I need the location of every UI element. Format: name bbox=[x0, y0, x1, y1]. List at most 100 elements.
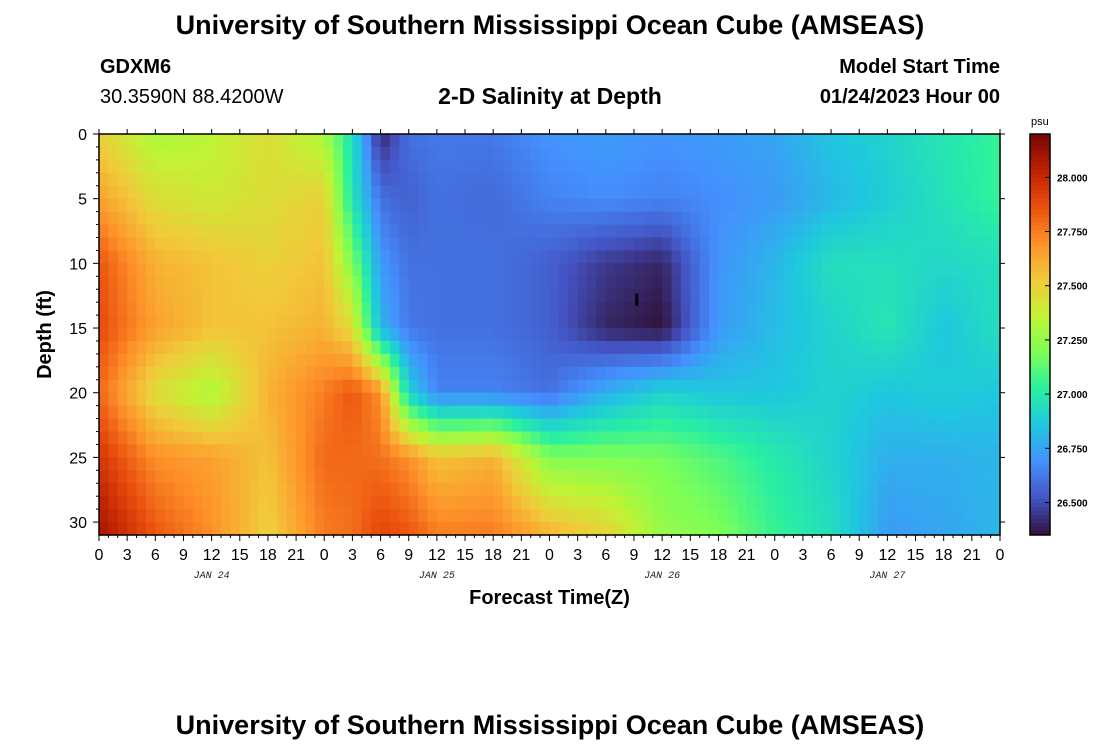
heatmap-cell bbox=[183, 444, 194, 458]
heatmap-cell bbox=[990, 315, 1001, 329]
heatmap-cell bbox=[915, 211, 926, 226]
heatmap-cell bbox=[174, 328, 185, 342]
heatmap-cell bbox=[493, 185, 504, 200]
heatmap-cell bbox=[155, 522, 166, 536]
heatmap-cell bbox=[577, 457, 588, 471]
heatmap-cell bbox=[296, 146, 307, 161]
heatmap-cell bbox=[530, 457, 541, 471]
heatmap-cell bbox=[127, 211, 138, 226]
heatmap-cell bbox=[239, 224, 250, 239]
heatmap-cell bbox=[896, 353, 907, 368]
heatmap-cell bbox=[812, 379, 823, 394]
heatmap-cell bbox=[943, 198, 954, 213]
heatmap-cell bbox=[267, 159, 278, 174]
heatmap-cell bbox=[671, 146, 682, 161]
heatmap-cell bbox=[221, 315, 231, 329]
heatmap-cell bbox=[174, 470, 185, 484]
heatmap-cell bbox=[887, 405, 898, 420]
heatmap-cell bbox=[746, 457, 757, 471]
heatmap-cell bbox=[605, 263, 616, 277]
heatmap-cell bbox=[436, 328, 447, 342]
heatmap-cell bbox=[145, 289, 156, 303]
heatmap-cell bbox=[474, 302, 485, 316]
heatmap-cell bbox=[221, 379, 231, 394]
heatmap-cell bbox=[896, 328, 907, 342]
heatmap-cell bbox=[849, 302, 860, 316]
heatmap-cell bbox=[859, 496, 870, 510]
heatmap-cell bbox=[277, 405, 288, 420]
heatmap-cell bbox=[746, 289, 757, 303]
heatmap-cell bbox=[774, 457, 785, 471]
heatmap-cell bbox=[990, 211, 1001, 226]
heatmap-cell bbox=[877, 198, 888, 213]
heatmap-cell bbox=[643, 509, 654, 523]
heatmap-cell bbox=[371, 379, 382, 394]
heatmap-cell bbox=[821, 211, 832, 226]
heatmap-cell bbox=[380, 211, 391, 226]
heatmap-cell bbox=[877, 392, 888, 407]
heatmap-cell bbox=[680, 211, 691, 226]
heatmap-cell bbox=[643, 134, 654, 148]
heatmap-cell bbox=[793, 315, 804, 329]
heatmap-cell bbox=[230, 250, 241, 264]
heatmap-cell bbox=[981, 237, 992, 252]
heatmap-cell bbox=[596, 392, 607, 407]
heatmap-cell bbox=[755, 237, 766, 252]
heatmap-cell bbox=[239, 237, 250, 252]
heatmap-cell bbox=[99, 146, 109, 161]
heatmap-cell bbox=[314, 470, 325, 484]
heatmap-cell bbox=[615, 379, 626, 394]
heatmap-cell bbox=[624, 134, 635, 148]
heatmap-cell bbox=[812, 250, 823, 264]
heatmap-cell bbox=[164, 353, 175, 368]
heatmap-cell bbox=[840, 224, 851, 239]
colorbar-swatch bbox=[1030, 186, 1050, 191]
heatmap-cell bbox=[887, 224, 898, 239]
colorbar-swatch bbox=[1030, 394, 1050, 400]
heatmap-cell bbox=[821, 237, 832, 252]
heatmap-cell bbox=[859, 470, 870, 484]
heatmap-cell bbox=[239, 470, 250, 484]
heatmap-cell bbox=[906, 146, 917, 161]
heatmap-cell bbox=[802, 340, 813, 355]
heatmap-cell bbox=[436, 431, 447, 446]
heatmap-cell bbox=[286, 328, 297, 342]
heatmap-cell bbox=[352, 289, 363, 303]
heatmap-cell bbox=[352, 159, 363, 174]
heatmap-cell bbox=[568, 353, 579, 368]
heatmap-cell bbox=[877, 353, 888, 368]
heatmap-cell bbox=[802, 289, 813, 303]
heatmap-cell bbox=[202, 134, 213, 148]
heatmap-cell bbox=[305, 522, 316, 536]
heatmap-cell bbox=[258, 328, 269, 342]
x-tick-label: 9 bbox=[404, 547, 413, 564]
heatmap-cell bbox=[343, 353, 354, 368]
heatmap-cell bbox=[127, 250, 138, 264]
heatmap-cell bbox=[690, 185, 701, 200]
heatmap-cell bbox=[465, 340, 476, 355]
heatmap-cell bbox=[774, 315, 785, 329]
heatmap-cell bbox=[652, 483, 663, 497]
heatmap-cell bbox=[558, 431, 569, 446]
heatmap-cell bbox=[202, 457, 213, 471]
heatmap-cell bbox=[990, 289, 1001, 303]
heatmap-cell bbox=[605, 483, 616, 497]
heatmap-cell bbox=[108, 172, 119, 187]
heatmap-cell bbox=[108, 198, 119, 213]
heatmap-cell bbox=[314, 457, 325, 471]
heatmap-cell bbox=[211, 353, 222, 368]
heatmap-cell bbox=[436, 509, 447, 523]
heatmap-cell bbox=[305, 146, 316, 161]
heatmap-cell bbox=[887, 237, 898, 252]
heatmap-cell bbox=[239, 263, 250, 277]
heatmap-cell bbox=[896, 211, 907, 226]
heatmap-cell bbox=[211, 457, 222, 471]
heatmap-cell bbox=[540, 224, 551, 239]
heatmap-cell bbox=[643, 198, 654, 213]
heatmap-cell bbox=[530, 302, 541, 316]
heatmap-cell bbox=[953, 340, 964, 355]
heatmap-cell bbox=[465, 315, 476, 329]
heatmap-cell bbox=[277, 263, 288, 277]
heatmap-cell bbox=[483, 185, 494, 200]
heatmap-cell bbox=[155, 315, 166, 329]
